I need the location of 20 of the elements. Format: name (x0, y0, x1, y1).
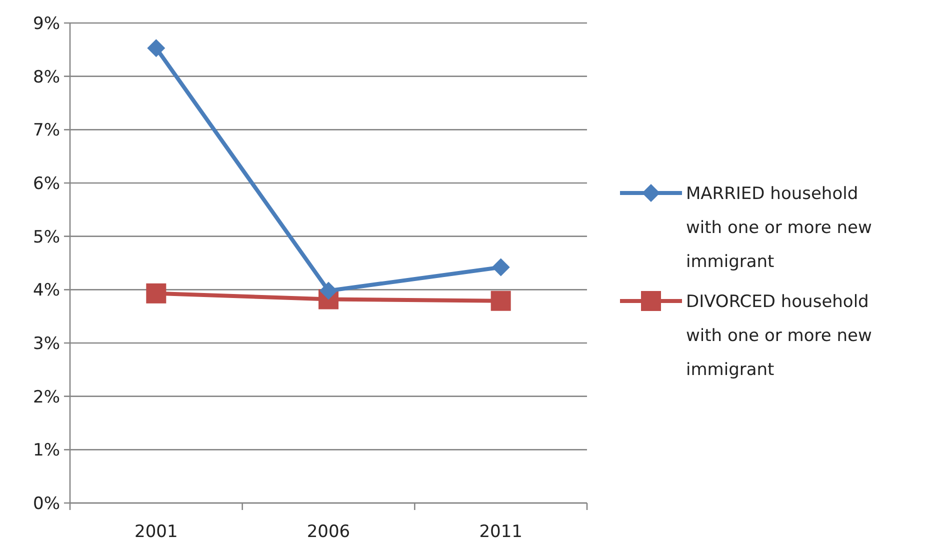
point (320, 282, 338, 300)
y-tick-label: 0% (33, 494, 60, 514)
y-tick-label: 3% (33, 334, 60, 354)
y-tick-label: 2% (33, 387, 60, 408)
y-tick-label: 6% (33, 174, 60, 194)
y-tick-label: 5% (33, 227, 60, 248)
point (492, 258, 510, 276)
legend-label: DIVORCED household with one or more new immigrant (686, 292, 872, 380)
y-tick-label: 9% (33, 14, 60, 34)
point (146, 283, 166, 304)
point (490, 290, 511, 311)
legend-label: MARRIED household with one or more new immigrant (686, 184, 872, 272)
y-tick-label: 1% (33, 440, 60, 461)
point (147, 39, 166, 58)
x-tick-label: 2001 (134, 522, 178, 542)
y-tick-label: 7% (33, 120, 60, 141)
y-tick-label: 4% (33, 280, 60, 301)
x-tick-label: 2011 (479, 522, 522, 542)
y-tick-label: 8% (33, 67, 60, 88)
x-tick-label: 2006 (306, 522, 350, 542)
